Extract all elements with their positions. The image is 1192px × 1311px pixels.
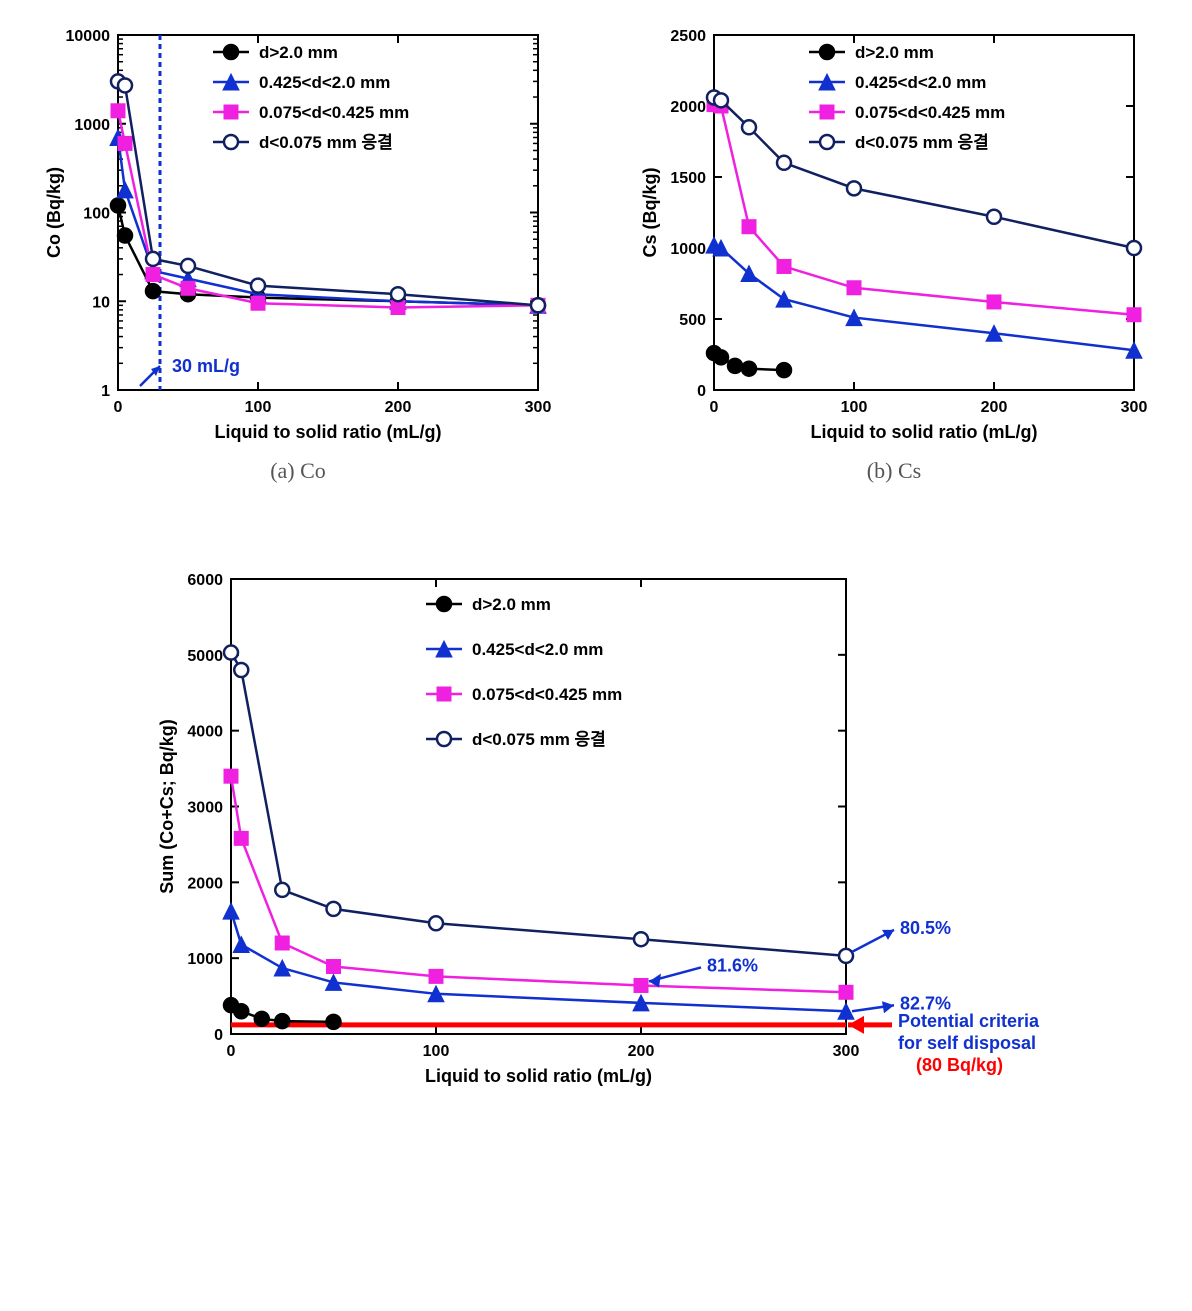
svg-text:Liquid to solid ratio (mL/g): Liquid to solid ratio (mL/g): [215, 422, 442, 442]
svg-text:300: 300: [833, 1043, 860, 1060]
svg-text:d>2.0 mm: d>2.0 mm: [472, 595, 551, 614]
svg-text:1500: 1500: [670, 170, 706, 187]
svg-text:30 mL/g: 30 mL/g: [172, 356, 240, 376]
svg-text:0.075<d<0.425 mm: 0.075<d<0.425 mm: [855, 103, 1005, 122]
svg-text:Liquid to solid ratio (mL/g): Liquid to solid ratio (mL/g): [425, 1066, 652, 1086]
svg-text:Cs (Bq/kg): Cs (Bq/kg): [640, 167, 660, 257]
chart-c: 01002003000100020003000400050006000Liqui…: [136, 564, 1056, 1094]
svg-text:d<0.075 mm 응결: d<0.075 mm 응결: [855, 133, 989, 152]
svg-text:0.425<d<2.0 mm: 0.425<d<2.0 mm: [472, 640, 603, 659]
svg-text:Sum (Co+Cs; Bq/kg): Sum (Co+Cs; Bq/kg): [157, 719, 177, 894]
svg-text:1000: 1000: [187, 951, 223, 968]
svg-text:80.5%: 80.5%: [900, 918, 951, 938]
svg-text:Co (Bq/kg): Co (Bq/kg): [44, 167, 64, 258]
svg-text:2500: 2500: [670, 28, 706, 45]
chart-a-svg: 0 100 200 300 1 10 100 1000 10000 Liquid to solid…: [38, 20, 558, 450]
svg-text:(80 Bq/kg): (80 Bq/kg): [916, 1055, 1003, 1075]
svg-text:200: 200: [981, 399, 1008, 416]
chart-b: 0 100 200 300 0 500 1000 1500 2000 2500 Liquid to …: [634, 20, 1154, 484]
svg-text:5000: 5000: [187, 648, 223, 665]
svg-text:1000: 1000: [670, 241, 706, 258]
svg-text:300: 300: [525, 399, 552, 416]
svg-text:100: 100: [841, 399, 868, 416]
svg-text:10000: 10000: [66, 28, 111, 45]
caption-a: (a) Co: [38, 458, 558, 484]
svg-text:0.075<d<0.425 mm: 0.075<d<0.425 mm: [259, 103, 409, 122]
svg-text:100: 100: [83, 206, 110, 223]
svg-text:d>2.0 mm: d>2.0 mm: [259, 43, 338, 62]
svg-text:0: 0: [114, 399, 123, 416]
svg-text:300: 300: [1121, 399, 1148, 416]
svg-text:2000: 2000: [670, 99, 706, 116]
svg-text:d<0.075 mm 응결: d<0.075 mm 응결: [472, 730, 606, 749]
svg-text:d>2.0 mm: d>2.0 mm: [855, 43, 934, 62]
svg-text:100: 100: [245, 399, 272, 416]
svg-text:0: 0: [710, 399, 719, 416]
svg-text:0.425<d<2.0 mm: 0.425<d<2.0 mm: [855, 73, 986, 92]
svg-text:Liquid to solid ratio (mL/g): Liquid to solid ratio (mL/g): [811, 422, 1038, 442]
svg-text:10: 10: [92, 294, 110, 311]
svg-text:1: 1: [101, 383, 110, 400]
svg-text:6000: 6000: [187, 572, 223, 589]
svg-text:0.075<d<0.425 mm: 0.075<d<0.425 mm: [472, 685, 622, 704]
svg-text:0: 0: [214, 1027, 223, 1044]
svg-text:d<0.075 mm 응결: d<0.075 mm 응결: [259, 133, 393, 152]
svg-text:200: 200: [385, 399, 412, 416]
svg-text:200: 200: [628, 1043, 655, 1060]
caption-b: (b) Cs: [634, 458, 1154, 484]
svg-text:81.6%: 81.6%: [707, 955, 758, 975]
svg-text:100: 100: [423, 1043, 450, 1060]
chart-b-svg: 0 100 200 300 0 500 1000 1500 2000 2500 Liquid to …: [634, 20, 1154, 450]
svg-text:3000: 3000: [187, 800, 223, 817]
svg-text:500: 500: [679, 312, 706, 329]
svg-text:0.425<d<2.0 mm: 0.425<d<2.0 mm: [259, 73, 390, 92]
svg-text:0: 0: [697, 383, 706, 400]
svg-text:1000: 1000: [74, 117, 110, 134]
chart-a: 0 100 200 300 1 10 100 1000 10000 Liquid to solid…: [38, 20, 558, 484]
chart-c-svg: 01002003000100020003000400050006000Liqui…: [136, 564, 1056, 1094]
svg-text:4000: 4000: [187, 724, 223, 741]
svg-text:0: 0: [227, 1043, 236, 1060]
svg-text:for self disposal: for self disposal: [898, 1033, 1036, 1053]
svg-text:2000: 2000: [187, 875, 223, 892]
svg-text:Potential criteria: Potential criteria: [898, 1011, 1040, 1031]
